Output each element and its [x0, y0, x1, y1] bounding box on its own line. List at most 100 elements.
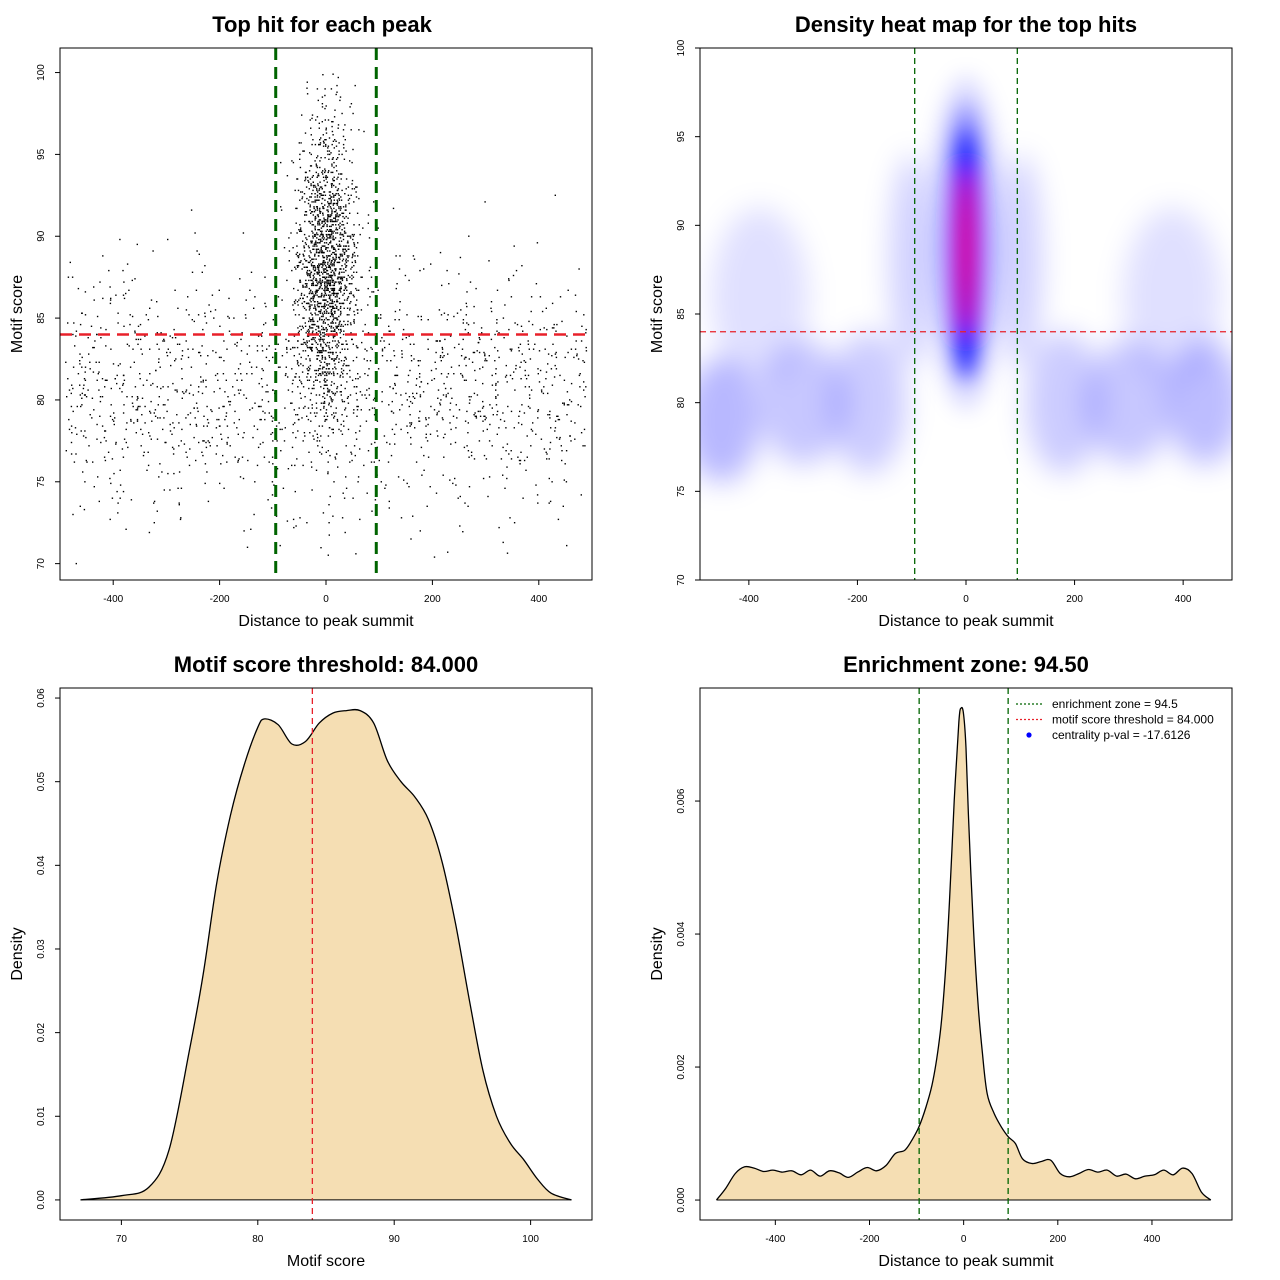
- scatter-point: [366, 360, 368, 362]
- scatter-point: [346, 255, 348, 257]
- scatter-point: [326, 220, 328, 223]
- scatter-point: [512, 274, 515, 277]
- scatter-point: [338, 323, 340, 326]
- scatter-point: [538, 381, 541, 383]
- scatter-point: [122, 294, 125, 296]
- scatter-point: [210, 409, 212, 411]
- scatter-point: [301, 417, 303, 419]
- scatter-point: [92, 371, 95, 373]
- scatter-point: [81, 312, 83, 314]
- scatter-point: [334, 363, 336, 365]
- scatter-point: [246, 353, 248, 355]
- scatter-point: [412, 392, 414, 395]
- scatter-point: [301, 371, 304, 373]
- scatter-point: [344, 387, 346, 390]
- scatter-point: [412, 515, 414, 517]
- scatter-point: [215, 351, 217, 354]
- scatter-point: [337, 292, 339, 295]
- scatter-point: [325, 312, 328, 314]
- scatter-point: [71, 276, 74, 278]
- scatter-point: [187, 356, 190, 359]
- scatter-point: [317, 327, 320, 329]
- scatter-point: [301, 268, 303, 270]
- scatter-point: [251, 373, 253, 375]
- heatmap-density-blob: [890, 154, 934, 368]
- scatter-point: [149, 373, 151, 375]
- scatter-point: [329, 219, 332, 221]
- scatter-point: [333, 301, 335, 303]
- scatter-point: [322, 170, 324, 172]
- scatter-point: [419, 394, 422, 396]
- scatter-point: [343, 289, 345, 291]
- scatter-point: [332, 307, 334, 309]
- scatter-point: [332, 327, 335, 329]
- scatter-point: [439, 355, 442, 357]
- scatter-point: [461, 348, 464, 350]
- scatter-point: [313, 186, 315, 188]
- scatter-point: [466, 291, 468, 293]
- scatter-point: [326, 266, 328, 268]
- scatter-point: [325, 132, 328, 134]
- scatter-point: [224, 391, 226, 393]
- scatter-point: [303, 233, 306, 236]
- scatter-point: [318, 269, 320, 272]
- scatter-point: [323, 289, 325, 291]
- scatter-point: [447, 314, 449, 316]
- scatter-point: [317, 302, 319, 305]
- scatter-point: [336, 204, 339, 206]
- scatter-point: [141, 433, 144, 435]
- scatter-point: [306, 341, 308, 344]
- scatter-point: [319, 296, 321, 298]
- scatter-point: [467, 332, 469, 334]
- scatter-point: [283, 247, 286, 249]
- scatter-point: [167, 238, 169, 241]
- scatter-point: [305, 279, 307, 282]
- scatter-point: [490, 301, 493, 303]
- scatter-point: [337, 157, 339, 159]
- scatter-point: [441, 284, 443, 287]
- scatter-point: [161, 471, 163, 473]
- scatter-point: [332, 302, 334, 305]
- scatter-point: [332, 305, 334, 308]
- scatter-point: [328, 534, 330, 536]
- scatter-point: [309, 291, 311, 293]
- scatter-point: [180, 440, 182, 442]
- scatter-point: [338, 428, 340, 431]
- scatter-point: [345, 487, 348, 489]
- scatter-point: [355, 438, 358, 440]
- scatter-point: [318, 189, 320, 192]
- scatter-point: [176, 414, 178, 416]
- scatter-point: [163, 417, 165, 419]
- scatter-point: [139, 378, 141, 380]
- scatter-point: [333, 283, 336, 285]
- scatter-point: [442, 436, 445, 439]
- scatter-point: [330, 199, 332, 201]
- scatter-point: [316, 348, 318, 350]
- scatter-point: [507, 405, 509, 408]
- scatter-point: [483, 415, 485, 417]
- scatter-point: [157, 315, 159, 318]
- scatter-point: [336, 299, 338, 301]
- scatter-point: [315, 346, 317, 349]
- scatter-point: [345, 286, 348, 288]
- scatter-point: [318, 265, 321, 267]
- scatter-point: [401, 404, 403, 406]
- x-tick-label: 0: [323, 594, 329, 605]
- scatter-point: [268, 461, 270, 463]
- scatter-point: [388, 343, 390, 345]
- scatter-point: [320, 302, 322, 305]
- scatter-point: [326, 415, 329, 417]
- scatter-point: [465, 356, 467, 359]
- scatter-point: [242, 232, 245, 234]
- scatter-point: [317, 224, 319, 226]
- scatter-point: [331, 209, 333, 211]
- scatter-point: [413, 358, 415, 360]
- scatter-point: [318, 350, 321, 352]
- scatter-point: [342, 143, 345, 146]
- scatter-point: [356, 409, 359, 411]
- scatter-point: [331, 186, 333, 188]
- scatter-point: [328, 266, 331, 268]
- scatter-point: [345, 206, 347, 208]
- scatter-point: [319, 250, 321, 252]
- scatter-point: [359, 448, 361, 450]
